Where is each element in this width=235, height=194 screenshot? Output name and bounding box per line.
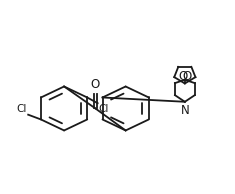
Text: O: O (182, 70, 191, 83)
Text: Cl: Cl (99, 104, 109, 114)
Text: N: N (180, 104, 189, 117)
Text: O: O (178, 70, 188, 83)
Text: O: O (91, 78, 100, 91)
Text: Cl: Cl (17, 104, 27, 114)
